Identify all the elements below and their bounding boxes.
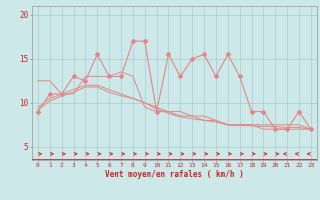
X-axis label: Vent moyen/en rafales ( km/h ): Vent moyen/en rafales ( km/h ) bbox=[105, 170, 244, 179]
